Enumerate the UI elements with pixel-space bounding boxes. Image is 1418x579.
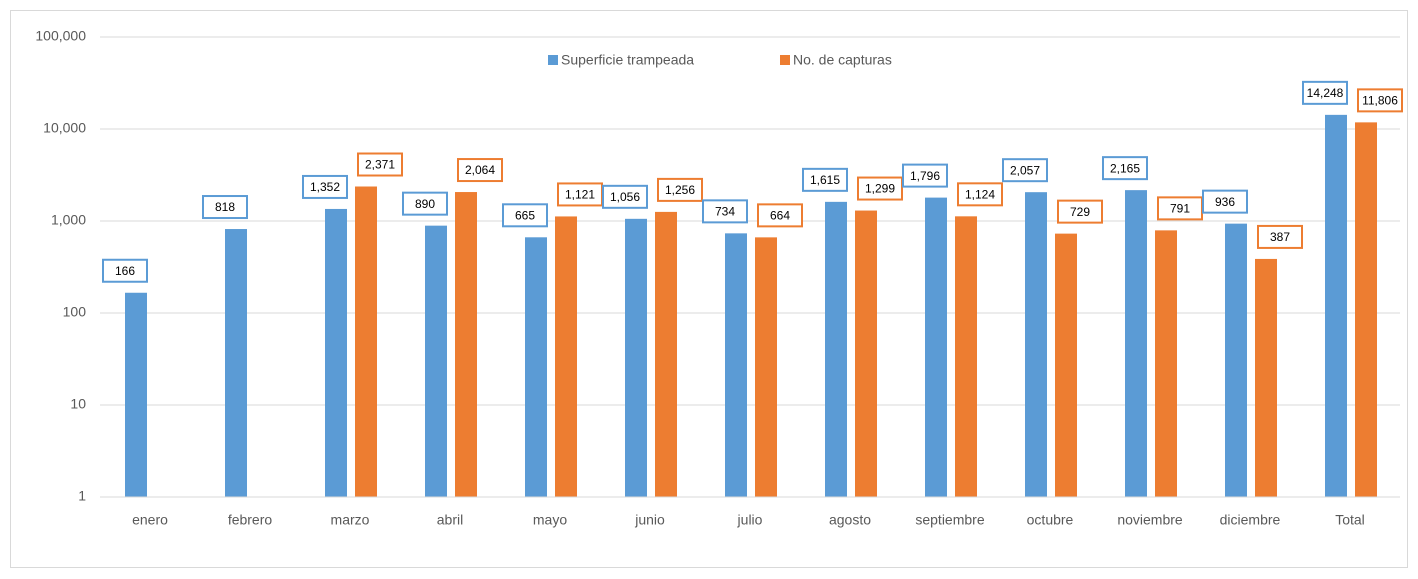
value-label: 936 [1215, 195, 1235, 209]
bar [1155, 230, 1177, 497]
x-tick-label: junio [634, 512, 665, 528]
legend-label: Superficie trampeada [561, 52, 694, 68]
legend-swatch [548, 55, 558, 65]
x-tick-label: febrero [228, 512, 273, 528]
value-label-box [1202, 189, 1248, 214]
bar [1025, 192, 1047, 498]
bar [825, 201, 847, 497]
value-label: 1,796 [910, 169, 940, 183]
x-tick-label: Total [1335, 512, 1365, 528]
bar [955, 216, 977, 497]
x-tick-label: julio [737, 512, 763, 528]
y-tick-label: 10 [70, 396, 86, 412]
bar [455, 192, 477, 498]
value-label-box [957, 182, 1003, 207]
bar [1055, 233, 1077, 497]
value-label: 1,256 [665, 183, 695, 197]
x-tick-label: diciembre [1220, 512, 1281, 528]
value-label-box [1102, 156, 1148, 181]
legend-label: No. de capturas [793, 52, 892, 68]
x-tick-label: octubre [1027, 512, 1074, 528]
value-label-box [357, 152, 403, 177]
bar [1125, 190, 1147, 497]
legend-swatch [780, 55, 790, 65]
value-label: 729 [1070, 205, 1090, 219]
x-tick-label: agosto [829, 512, 871, 528]
bar [925, 197, 947, 497]
value-label-box [457, 158, 503, 183]
y-tick-label: 1,000 [51, 212, 86, 228]
value-label-box [857, 176, 903, 201]
value-label-box [202, 195, 248, 220]
y-tick-label: 1 [78, 488, 86, 504]
value-label: 2,057 [1010, 163, 1040, 177]
value-label-box [657, 177, 703, 202]
value-label-box [902, 163, 948, 188]
bar [555, 216, 577, 497]
value-label: 791 [1170, 202, 1190, 216]
value-label: 890 [415, 197, 435, 211]
value-label-box [702, 199, 748, 224]
bar [1325, 114, 1347, 497]
y-tick-label: 100 [63, 304, 87, 320]
value-label: 1,124 [965, 188, 995, 202]
x-tick-label: septiembre [915, 512, 984, 528]
bar [855, 210, 877, 497]
bar [1355, 122, 1377, 497]
value-label: 14,248 [1307, 86, 1344, 100]
y-tick-label: 100,000 [35, 28, 86, 44]
x-tick-label: mayo [533, 512, 567, 528]
bar [525, 237, 547, 497]
value-label: 387 [1270, 230, 1290, 244]
bar [655, 211, 677, 498]
value-label: 818 [215, 200, 235, 214]
value-label: 664 [770, 209, 790, 223]
bar [355, 186, 377, 498]
value-label: 1,615 [810, 173, 840, 187]
bar [225, 229, 247, 497]
bar [755, 237, 777, 497]
x-tick-label: enero [132, 512, 168, 528]
value-label-box [1002, 158, 1048, 183]
value-label: 665 [515, 208, 535, 222]
y-tick-label: 10,000 [43, 120, 86, 136]
x-tick-label: abril [437, 512, 463, 528]
value-label-box [802, 167, 848, 192]
value-label: 1,056 [610, 190, 640, 204]
value-label-box [757, 203, 803, 228]
value-label-box [502, 203, 548, 228]
value-label-box [1257, 224, 1303, 249]
x-tick-label: noviembre [1117, 512, 1183, 528]
value-label: 1,121 [565, 188, 595, 202]
bar [1225, 223, 1247, 497]
bar [325, 208, 347, 498]
value-label-box [402, 191, 448, 216]
chart-frame [10, 10, 1408, 568]
value-label-box [102, 258, 148, 283]
value-label-box [1357, 88, 1403, 113]
value-label-box [1302, 80, 1348, 105]
value-label: 2,165 [1110, 161, 1140, 175]
value-label: 734 [715, 205, 735, 219]
value-label: 2,064 [465, 163, 495, 177]
value-label-box [602, 184, 648, 209]
value-label: 166 [115, 264, 135, 278]
bar [625, 218, 647, 497]
bar [125, 292, 147, 497]
value-label: 1,299 [865, 182, 895, 196]
bar [725, 233, 747, 497]
value-label-box [302, 174, 348, 199]
x-tick-label: marzo [331, 512, 370, 528]
bar [1255, 258, 1277, 497]
value-label: 2,371 [365, 158, 395, 172]
value-label: 1,352 [310, 180, 340, 194]
bar [425, 225, 447, 497]
value-label-box [1057, 199, 1103, 224]
value-label: 11,806 [1362, 94, 1398, 108]
